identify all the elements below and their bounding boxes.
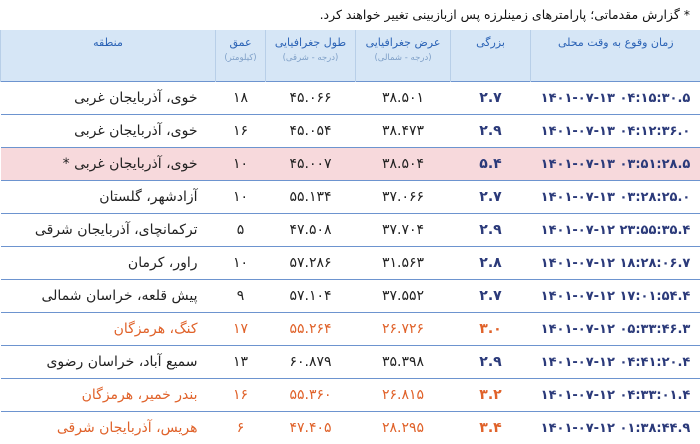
cell-region: سمیع آباد، خراسان رضوی: [1, 346, 216, 379]
cell-depth: ۱۳: [216, 346, 266, 379]
cell-lat: ۳۱.۵۶۳: [356, 247, 451, 280]
column-header: عمق (کیلومتر): [216, 30, 266, 82]
cell-lon: ۴۵.۰۵۴: [266, 115, 356, 148]
cell-lon: ۴۵.۰۶۶: [266, 82, 356, 115]
cell-lon: ۴۷.۵۰۸: [266, 214, 356, 247]
cell-time: ۱۴۰۱-۰۷-۱۲ ۰۴:۳۳:۰۱.۴: [531, 379, 700, 412]
cell-mag: ۳.۲: [451, 379, 531, 412]
cell-region: خوی، آذربایجان غربی: [1, 115, 216, 148]
cell-depth: ۱۰: [216, 148, 266, 181]
cell-mag: ۲.۹: [451, 214, 531, 247]
column-header: منطقه: [1, 30, 216, 82]
cell-lon: ۵۵.۲۶۴: [266, 313, 356, 346]
header-title: طول جغرافیایی: [275, 36, 346, 49]
cell-time: ۱۴۰۱-۰۷-۱۲ ۲۳:۵۵:۳۵.۴: [531, 214, 700, 247]
header-title: عمق: [229, 36, 251, 49]
cell-depth: ۱۶: [216, 379, 266, 412]
cell-lat: ۲۸.۲۹۵: [356, 412, 451, 444]
note: * گزارش مقدماتی؛ پارامترهای زمینلرزه پس …: [0, 0, 700, 30]
cell-time: ۱۴۰۱-۰۷-۱۳ ۰۴:۱۲:۳۶.۰: [531, 115, 700, 148]
column-header: طول جغرافیایی (درجه - شرقی): [266, 30, 356, 82]
cell-lon: ۴۵.۰۰۷: [266, 148, 356, 181]
cell-time: ۱۴۰۱-۰۷-۱۳ ۰۴:۱۵:۳۰.۵: [531, 82, 700, 115]
header-title: عرض جغرافیایی: [366, 36, 441, 49]
header-unit: (درجه - شرقی): [267, 53, 354, 63]
cell-lon: ۵۷.۱۰۴: [266, 280, 356, 313]
cell-mag: ۲.۹: [451, 346, 531, 379]
cell-lon: ۴۷.۴۰۵: [266, 412, 356, 444]
cell-lon: ۵۷.۲۸۶: [266, 247, 356, 280]
cell-lat: ۳۷.۵۵۲: [356, 280, 451, 313]
cell-region: راور، کرمان: [1, 247, 216, 280]
cell-lon: ۵۵.۳۶۰: [266, 379, 356, 412]
cell-time: ۱۴۰۱-۰۷-۱۳ ۰۳:۵۱:۲۸.۵: [531, 148, 700, 181]
cell-lat: ۳۸.۵۰۴: [356, 148, 451, 181]
cell-depth: ۱۷: [216, 313, 266, 346]
cell-region: خوی، آذربایجان غربی *: [1, 148, 216, 181]
cell-lat: ۳۷.۰۶۶: [356, 181, 451, 214]
cell-region: پیش قلعه، خراسان شمالی: [1, 280, 216, 313]
column-header: عرض جغرافیایی (درجه - شمالی): [356, 30, 451, 82]
header-title: زمان وقوع به وقت محلی: [558, 36, 674, 49]
cell-lat: ۳۷.۷۰۴: [356, 214, 451, 247]
cell-region: بندر خمیر، هرمزگان: [1, 379, 216, 412]
cell-depth: ۱۰: [216, 247, 266, 280]
cell-region: خوی، آذربایجان غربی: [1, 82, 216, 115]
cell-lat: ۳۵.۳۹۸: [356, 346, 451, 379]
cell-time: ۱۴۰۱-۰۷-۱۲ ۱۸:۲۸:۰۶.۷: [531, 247, 700, 280]
cell-lat: ۳۸.۵۰۱: [356, 82, 451, 115]
cell-region: آزادشهر، گلستان: [1, 181, 216, 214]
cell-lat: ۳۸.۴۷۳: [356, 115, 451, 148]
cell-mag: ۲.۸: [451, 247, 531, 280]
header-title: بزرگی: [476, 36, 505, 49]
cell-depth: ۹: [216, 280, 266, 313]
cell-region: کنگ، هرمزگان: [1, 313, 216, 346]
cell-lat: ۲۶.۸۱۵: [356, 379, 451, 412]
cell-mag: ۲.۹: [451, 115, 531, 148]
cell-time: ۱۴۰۱-۰۷-۱۲ ۱۷:۰۱:۵۴.۴: [531, 280, 700, 313]
header-unit: (درجه - شمالی): [357, 53, 449, 63]
cell-mag: ۳.۰: [451, 313, 531, 346]
cell-depth: ۱۶: [216, 115, 266, 148]
cell-lon: ۵۵.۱۳۴: [266, 181, 356, 214]
header-row: زمان وقوع به وقت محلی بزرگی عرض جغرافیایی (…: [1, 30, 700, 82]
column-header: زمان وقوع به وقت محلی: [531, 30, 700, 82]
cell-time: ۱۴۰۱-۰۷-۱۲ ۰۴:۴۱:۲۰.۴: [531, 346, 700, 379]
earthquake-table: زمان وقوع به وقت محلی بزرگی عرض جغرافیایی (…: [0, 30, 700, 444]
cell-mag: ۵.۴: [451, 148, 531, 181]
cell-mag: ۲.۷: [451, 181, 531, 214]
cell-region: هریس، آذربایجان شرقی: [1, 412, 216, 444]
cell-depth: ۱۰: [216, 181, 266, 214]
cell-region: ترکمانچای، آذربایجان شرقی: [1, 214, 216, 247]
cell-mag: ۳.۴: [451, 412, 531, 444]
cell-lon: ۶۰.۸۷۹: [266, 346, 356, 379]
cell-depth: ۵: [216, 214, 266, 247]
cell-depth: ۶: [216, 412, 266, 444]
cell-depth: ۱۸: [216, 82, 266, 115]
header-title: منطقه: [93, 36, 123, 49]
cell-mag: ۲.۷: [451, 82, 531, 115]
cell-mag: ۲.۷: [451, 280, 531, 313]
cell-time: ۱۴۰۱-۰۷-۱۳ ۰۳:۲۸:۲۵.۰: [531, 181, 700, 214]
cell-time: ۱۴۰۱-۰۷-۱۲ ۰۵:۳۳:۴۶.۳: [531, 313, 700, 346]
cell-lat: ۲۶.۷۲۶: [356, 313, 451, 346]
column-header: بزرگی: [451, 30, 531, 82]
cell-time: ۱۴۰۱-۰۷-۱۲ ۰۱:۳۸:۴۴.۹: [531, 412, 700, 444]
header-unit: (کیلومتر): [217, 53, 264, 63]
